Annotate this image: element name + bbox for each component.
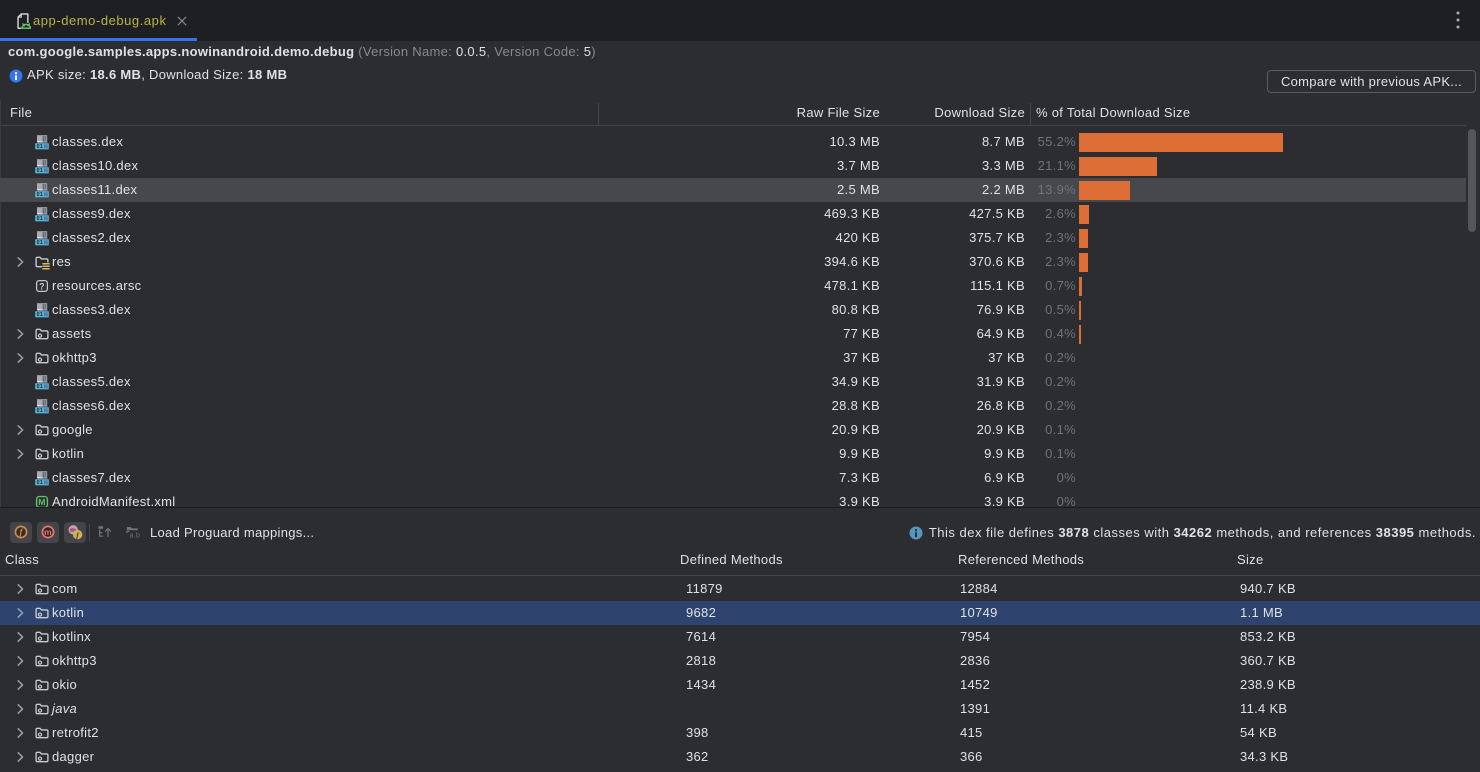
svg-text:?: ? xyxy=(39,281,45,291)
svg-text:M: M xyxy=(38,497,45,507)
svg-text:a.b: a.b xyxy=(130,533,141,540)
svg-text:01: 01 xyxy=(37,168,44,174)
svg-text:f: f xyxy=(20,527,24,537)
svg-text:01: 01 xyxy=(37,384,44,390)
svg-text:01: 01 xyxy=(37,408,44,414)
svg-text:01: 01 xyxy=(37,480,44,486)
svg-text:01: 01 xyxy=(37,192,44,198)
svg-text:01: 01 xyxy=(37,312,44,318)
svg-text:01: 01 xyxy=(37,144,44,150)
svg-text:01: 01 xyxy=(37,216,44,222)
svg-text:01: 01 xyxy=(37,240,44,246)
svg-text:m: m xyxy=(44,527,52,537)
svg-text:m: m xyxy=(70,527,76,534)
svg-text:f: f xyxy=(76,530,80,539)
